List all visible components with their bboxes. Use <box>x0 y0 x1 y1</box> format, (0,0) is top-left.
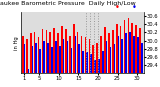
Bar <box>42 29 43 74</box>
Bar <box>110 47 111 74</box>
Bar <box>102 51 104 74</box>
Bar <box>28 69 29 74</box>
Bar <box>47 43 49 74</box>
Bar <box>35 43 37 74</box>
Text: Milwaukee Barometric Pressure  Daily High/Low: Milwaukee Barometric Pressure Daily High… <box>0 1 136 6</box>
Bar <box>121 39 123 74</box>
Bar <box>120 26 121 74</box>
Bar <box>85 37 86 74</box>
Bar <box>92 45 94 74</box>
Bar <box>39 49 41 74</box>
Bar <box>82 51 84 74</box>
Bar <box>71 48 72 74</box>
Bar <box>63 39 64 74</box>
Bar <box>108 33 110 74</box>
Bar <box>32 46 33 74</box>
Bar <box>30 33 32 74</box>
Bar <box>114 44 115 74</box>
Bar <box>49 32 51 74</box>
Bar <box>34 32 35 74</box>
Bar <box>135 25 137 74</box>
Bar <box>96 43 98 74</box>
Bar <box>65 29 67 74</box>
Bar <box>45 30 47 74</box>
Bar <box>106 41 107 74</box>
Bar <box>59 46 60 74</box>
Text: •: • <box>132 3 137 12</box>
Bar <box>67 41 68 74</box>
Bar <box>128 18 129 74</box>
Bar <box>98 59 100 74</box>
Bar <box>24 44 25 74</box>
Bar <box>137 37 139 74</box>
Bar <box>78 44 80 74</box>
Text: •: • <box>114 3 119 12</box>
Bar <box>141 43 143 74</box>
Bar <box>26 39 28 74</box>
Bar <box>73 24 75 74</box>
Bar <box>116 24 117 74</box>
Bar <box>43 41 45 74</box>
Bar <box>139 28 141 74</box>
Bar <box>57 33 59 74</box>
Bar <box>100 36 102 74</box>
Bar <box>75 36 76 74</box>
Bar <box>88 39 90 74</box>
Bar <box>129 32 131 74</box>
Bar <box>53 28 55 74</box>
Bar <box>51 47 53 74</box>
Bar <box>112 30 114 74</box>
Bar <box>55 41 57 74</box>
Bar <box>94 60 96 74</box>
Bar <box>38 37 39 74</box>
Y-axis label: in Hg: in Hg <box>14 36 19 50</box>
Bar <box>132 23 133 74</box>
Bar <box>90 54 92 74</box>
Bar <box>86 52 88 74</box>
Bar <box>117 36 119 74</box>
Bar <box>22 36 24 74</box>
Bar <box>125 33 127 74</box>
Bar <box>69 36 71 74</box>
Bar <box>81 36 82 74</box>
Bar <box>104 27 106 74</box>
Bar <box>61 26 63 74</box>
Bar <box>133 36 135 74</box>
Bar <box>77 32 78 74</box>
Bar <box>124 20 125 74</box>
